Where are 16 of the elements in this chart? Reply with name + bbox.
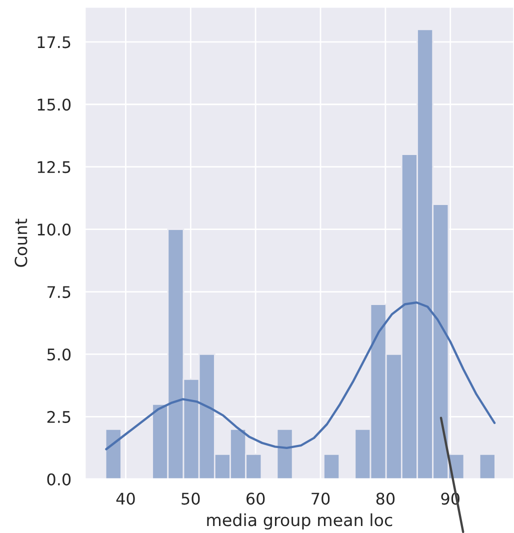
y-tick-label: 0.0 [47, 473, 71, 486]
line-series [105, 301, 496, 450]
y-tick-label: 2.5 [47, 410, 70, 423]
y-tick-label: 5.0 [47, 348, 71, 361]
y-tick-label: 10.0 [38, 224, 71, 236]
y-tick-label: 7.5 [48, 286, 70, 298]
y-axis-title: Count [14, 218, 28, 267]
x-tick-label: 50 [182, 492, 200, 505]
x-axis-title: media group mean loc [207, 513, 392, 530]
x-tick-label: 70 [312, 492, 330, 505]
x-tick-label: 60 [246, 492, 265, 505]
y-tick-label: 17.5 [38, 36, 70, 48]
x-tick-label: 80 [376, 492, 395, 505]
y-tick-label: 12.5 [38, 161, 70, 174]
y-tick-label: 15.0 [38, 98, 71, 111]
x-tick-label: 40 [116, 492, 135, 505]
